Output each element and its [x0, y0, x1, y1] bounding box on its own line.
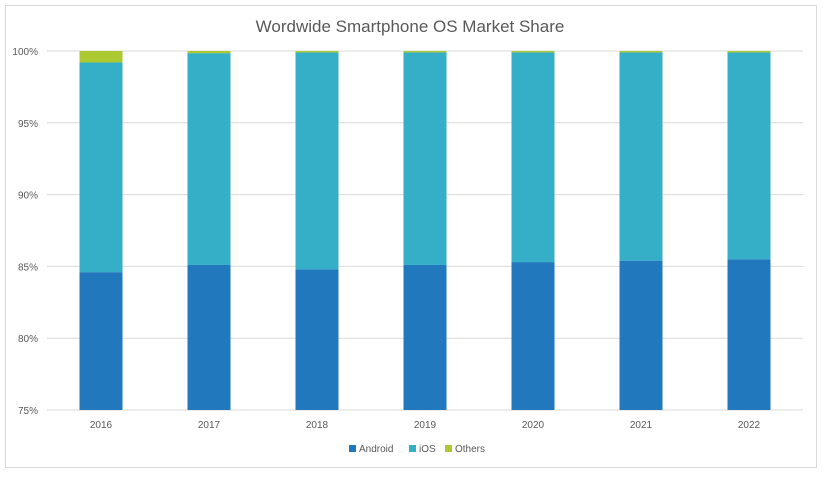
bar-android-2021 [619, 260, 663, 410]
bar-android-2018 [295, 269, 339, 410]
x-tick-label: 2022 [738, 420, 761, 431]
legend-swatch-others [445, 445, 452, 452]
bar-ios-2017 [187, 53, 231, 265]
bar-android-2016 [79, 272, 123, 410]
x-tick-label: 2016 [90, 420, 113, 431]
legend-swatch-android [349, 445, 356, 452]
legend-swatch-ios [409, 445, 416, 452]
bar-ios-2021 [619, 52, 663, 261]
chart-frame [5, 5, 817, 468]
y-tick-label: 100% [12, 47, 38, 58]
bar-ios-2016 [79, 62, 123, 273]
bar-others-2016 [79, 51, 123, 63]
y-tick-label: 75% [18, 406, 38, 417]
y-tick-label: 85% [18, 262, 38, 273]
bar-ios-2020 [511, 52, 555, 263]
legend-label: Android [359, 444, 393, 455]
bar-others-2019 [403, 51, 447, 53]
bar-android-2017 [187, 264, 231, 410]
chart-title: Wordwide Smartphone OS Market Share [256, 17, 565, 36]
bar-others-2022 [727, 51, 771, 53]
x-tick-label: 2021 [630, 420, 653, 431]
x-tick-label: 2020 [522, 420, 545, 431]
x-tick-label: 2019 [414, 420, 437, 431]
bar-others-2018 [295, 51, 339, 53]
bar-android-2019 [403, 264, 447, 410]
bar-android-2022 [727, 259, 771, 410]
x-tick-label: 2017 [198, 420, 221, 431]
bar-others-2021 [619, 51, 663, 53]
y-tick-label: 80% [18, 334, 38, 345]
bar-others-2020 [511, 51, 555, 53]
bar-ios-2022 [727, 52, 771, 260]
legend-label: Others [455, 444, 485, 455]
y-tick-label: 95% [18, 119, 38, 130]
bar-ios-2019 [403, 52, 447, 265]
y-tick-label: 90% [18, 191, 38, 202]
x-tick-label: 2018 [306, 420, 329, 431]
bar-ios-2018 [295, 52, 339, 270]
bar-android-2020 [511, 262, 555, 410]
bar-others-2017 [187, 51, 231, 54]
legend-label: iOS [419, 444, 436, 455]
